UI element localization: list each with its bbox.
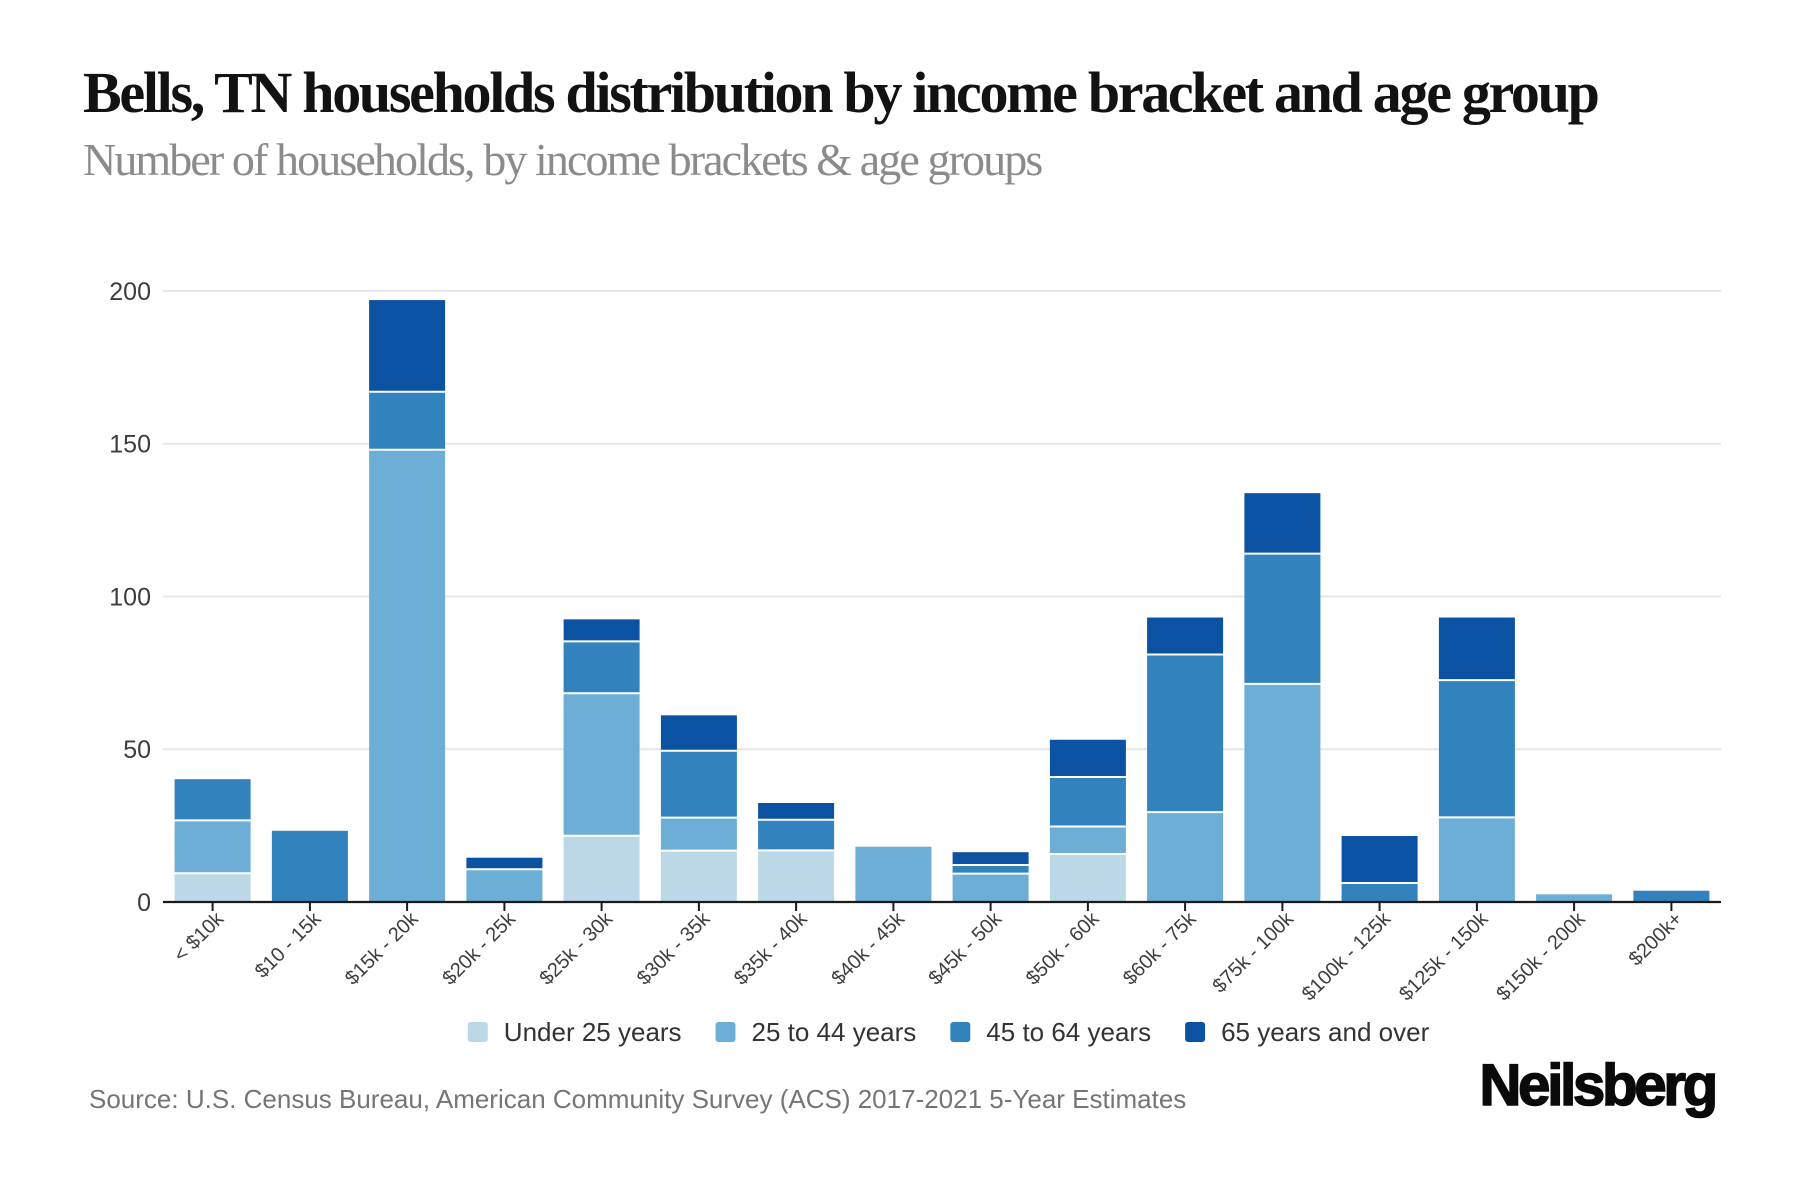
svg-text:$15k - 20k: $15k - 20k [341,907,423,989]
svg-text:200: 200 [109,278,151,306]
svg-text:$100k - 125k: $100k - 125k [1298,907,1396,1005]
svg-text:$20k - 25k: $20k - 25k [438,907,520,989]
svg-text:$40k - 45k: $40k - 45k [827,907,909,989]
svg-text:Under 25 years: Under 25 years [504,1017,682,1047]
svg-text:50: 50 [123,736,151,764]
svg-text:$50k - 60k: $50k - 60k [1022,907,1104,989]
svg-text:$45k - 50k: $45k - 50k [925,907,1007,989]
svg-text:$10 - 15k: $10 - 15k [251,907,326,982]
svg-text:0: 0 [137,889,151,917]
svg-text:$25k - 30k: $25k - 30k [536,907,618,989]
svg-text:$200k+: $200k+ [1625,908,1687,970]
svg-text:45 to 64 years: 45 to 64 years [986,1017,1151,1047]
svg-text:65 years and over: 65 years and over [1221,1017,1429,1047]
svg-text:$30k - 35k: $30k - 35k [633,907,715,989]
svg-text:$75k - 100k: $75k - 100k [1208,907,1298,997]
svg-text:25 to 44 years: 25 to 44 years [752,1017,917,1047]
svg-text:150: 150 [109,431,151,459]
svg-text:$125k - 150k: $125k - 150k [1395,907,1493,1005]
svg-text:100: 100 [109,584,151,612]
svg-text:$60k - 75k: $60k - 75k [1119,907,1201,989]
svg-text:< $10k: < $10k [170,907,229,966]
svg-text:$35k - 40k: $35k - 40k [730,907,812,989]
svg-text:$150k - 200k: $150k - 200k [1492,907,1590,1005]
